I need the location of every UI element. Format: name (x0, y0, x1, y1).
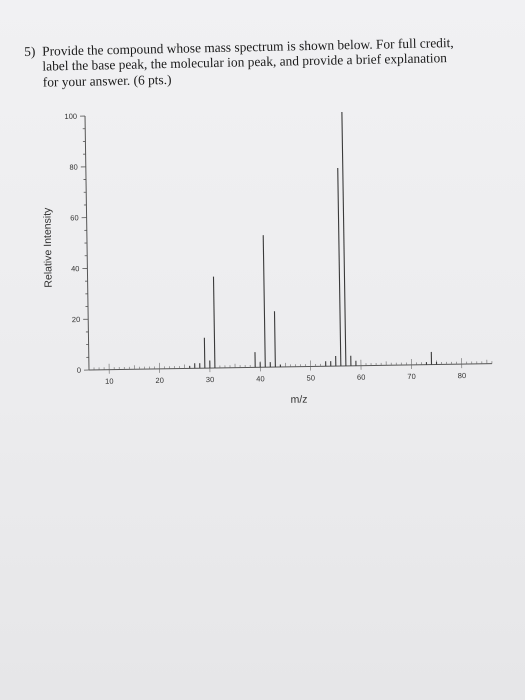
x-axis-title: m/z (290, 394, 307, 406)
spectrum-peak (337, 167, 342, 367)
x-tick-label: 60 (357, 373, 365, 382)
x-tick-label: 80 (458, 371, 466, 380)
x-tick-label: 10 (105, 377, 113, 386)
spectrum-peak (262, 235, 266, 368)
y-tick-label: 20 (72, 315, 80, 324)
spectrum-peak (212, 276, 216, 369)
x-tick-label: 50 (307, 373, 315, 382)
x-tick-label: 30 (206, 375, 214, 384)
y-axis-title: Relative Intensity (41, 207, 54, 288)
x-tick-label: 70 (407, 372, 415, 381)
x-tick-label: 40 (256, 374, 264, 383)
x-tick-label: 20 (155, 376, 163, 385)
y-tick-label: 80 (69, 163, 77, 172)
y-tick-label: 100 (64, 112, 77, 121)
spectrum-peak (273, 311, 276, 368)
y-tick-label: 60 (70, 213, 78, 222)
spectrum-peak (341, 112, 347, 366)
y-tick-label: 40 (71, 264, 79, 273)
y-tick-label: 0 (77, 366, 81, 375)
